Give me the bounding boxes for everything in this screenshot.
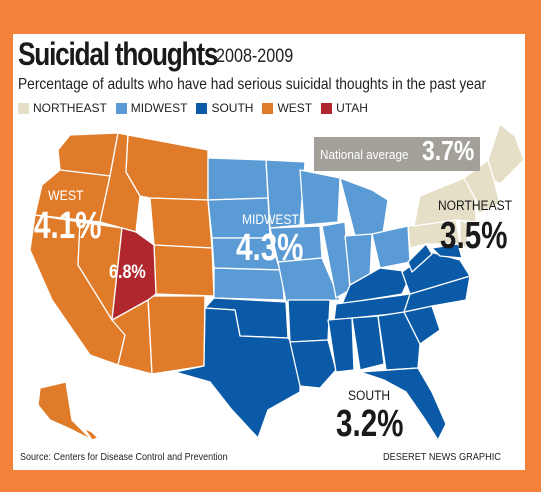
legend-label: MIDWEST: [130, 101, 188, 115]
state-hawaii: [83, 427, 99, 441]
region-midwest: [207, 157, 411, 303]
legend-swatch: [115, 102, 127, 114]
legend-label: UTAH: [336, 101, 368, 115]
northeast-name-label: NORTHEAST: [438, 197, 512, 213]
legend-item-south: SOUTH: [196, 101, 253, 115]
state-mississippi: [327, 317, 355, 373]
chart-title: Suicidal thoughts: [18, 36, 218, 72]
national-average-label: National average: [320, 147, 409, 162]
south-value-label: 3.2%: [336, 403, 404, 445]
state-new-jersey: [459, 219, 471, 249]
legend-label: SOUTH: [211, 101, 254, 115]
state-north-dakota: [207, 157, 269, 201]
legend-item-midwest: MIDWEST: [115, 101, 188, 115]
state-alaska: [37, 381, 93, 441]
chart-subtitle: Percentage of adults who have had seriou…: [18, 76, 487, 93]
state-kansas: [213, 267, 285, 301]
legend-label: NORTHEAST: [33, 101, 107, 115]
state-texas: [174, 307, 301, 439]
legend-label: WEST: [277, 101, 313, 115]
legend-swatch: [262, 102, 274, 114]
region-utah: [111, 227, 157, 321]
region-northeast: [407, 123, 525, 249]
national-average-value: 3.7%: [422, 135, 475, 166]
national-average-box: [314, 137, 480, 171]
state-montana: [125, 134, 209, 201]
legend: NORTHEAST MIDWEST SOUTH WEST UTAH: [18, 100, 377, 116]
south-name-label: SOUTH: [348, 387, 390, 403]
state-maryland-delaware: [431, 243, 463, 259]
legend-swatch: [18, 102, 29, 114]
state-ohio: [371, 225, 411, 269]
state-wisconsin: [299, 169, 341, 226]
state-utah: [111, 227, 157, 321]
state-colorado: [153, 244, 215, 297]
state-georgia: [377, 311, 421, 371]
west-value-label: 4.1%: [34, 205, 102, 247]
state-washington: [57, 132, 119, 177]
northeast-value-label: 3.5%: [440, 215, 508, 257]
state-minnesota: [265, 159, 306, 229]
state-west-virginia: [407, 243, 433, 273]
state-alabama: [351, 315, 385, 371]
state-arkansas: [287, 299, 331, 343]
legend-swatch: [321, 102, 333, 114]
legend-swatch: [196, 102, 208, 114]
west-name-label: WEST: [48, 187, 84, 203]
state-wyoming: [149, 197, 213, 249]
chart-years: 2008-2009: [216, 46, 294, 67]
source-note: Source: Centers for Disease Control and …: [20, 452, 228, 463]
state-louisiana: [289, 339, 337, 389]
legend-item-utah: UTAH: [321, 101, 368, 115]
utah-value-label: 6.8%: [109, 261, 146, 283]
region-south: [174, 243, 471, 441]
state-florida: [359, 367, 447, 441]
legend-item-west: WEST: [262, 101, 312, 115]
state-new-mexico: [147, 295, 206, 375]
midwest-value-label: 4.3%: [236, 227, 304, 269]
state-maine: [487, 123, 525, 185]
graphic-credit: DESERET NEWS GRAPHIC: [383, 452, 501, 463]
state-michigan: [339, 177, 389, 241]
midwest-name-label: MIDWEST: [242, 211, 299, 227]
state-oregon: [34, 169, 111, 223]
state-missouri: [277, 257, 341, 303]
legend-item-northeast: NORTHEAST: [18, 101, 107, 115]
